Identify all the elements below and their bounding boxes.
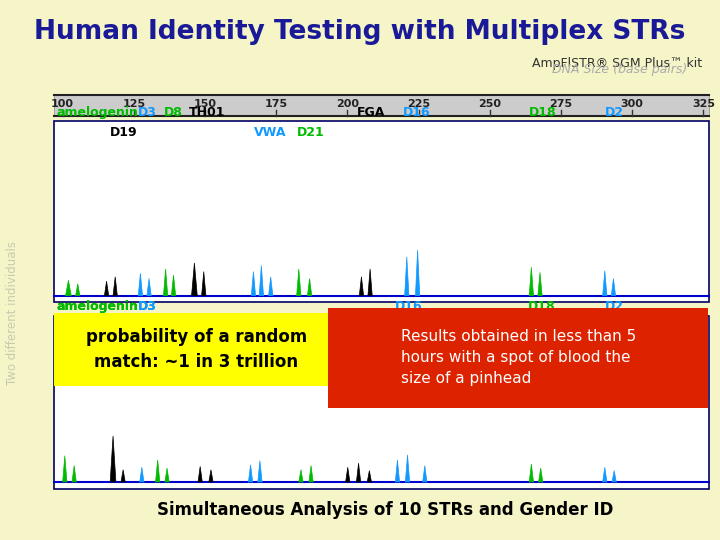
Polygon shape	[603, 468, 607, 482]
Text: D2: D2	[605, 300, 624, 313]
Text: 200: 200	[336, 99, 359, 109]
Polygon shape	[346, 468, 350, 482]
Text: 150: 150	[194, 99, 217, 109]
Polygon shape	[309, 465, 313, 482]
Polygon shape	[611, 279, 616, 296]
Polygon shape	[138, 273, 143, 296]
Polygon shape	[63, 456, 67, 482]
Text: 125: 125	[122, 99, 145, 109]
Text: amelogenin: amelogenin	[56, 300, 138, 313]
Polygon shape	[113, 277, 117, 296]
Text: D19: D19	[109, 318, 137, 330]
Polygon shape	[359, 277, 364, 296]
Text: 300: 300	[621, 99, 644, 109]
Text: VWA: VWA	[248, 318, 280, 330]
Polygon shape	[356, 463, 361, 482]
Polygon shape	[612, 471, 616, 482]
Polygon shape	[299, 470, 303, 482]
Polygon shape	[307, 279, 312, 296]
Text: TH01: TH01	[195, 318, 232, 330]
Text: AmpFlSTR® SGM Plus™ kit: AmpFlSTR® SGM Plus™ kit	[532, 57, 702, 70]
Polygon shape	[538, 273, 542, 296]
Polygon shape	[258, 461, 262, 482]
Polygon shape	[603, 271, 607, 296]
Text: amelogenin: amelogenin	[56, 106, 138, 119]
Text: D21: D21	[297, 126, 325, 139]
Text: 175: 175	[265, 99, 288, 109]
Text: D18: D18	[528, 300, 555, 313]
Text: Human Identity Testing with Multiplex STRs: Human Identity Testing with Multiplex ST…	[35, 19, 685, 45]
Text: D16: D16	[395, 300, 422, 313]
Text: Two different individuals: Two different individuals	[6, 241, 19, 385]
Polygon shape	[140, 468, 144, 482]
Polygon shape	[209, 470, 213, 482]
Text: D21: D21	[299, 318, 327, 330]
Polygon shape	[171, 275, 176, 296]
Bar	[54, 313, 338, 386]
Polygon shape	[163, 269, 168, 296]
Polygon shape	[104, 281, 109, 296]
Polygon shape	[529, 267, 534, 296]
Text: Results obtained in less than 5
hours with a spot of blood the
size of a pinhead: Results obtained in less than 5 hours wi…	[401, 329, 636, 386]
Text: FGA: FGA	[343, 318, 371, 330]
Text: amelogenin: amelogenin	[56, 300, 138, 313]
Polygon shape	[539, 468, 543, 482]
Text: VWA: VWA	[253, 126, 286, 139]
Polygon shape	[121, 470, 125, 482]
Text: D3: D3	[138, 300, 157, 313]
Text: D8: D8	[156, 318, 174, 330]
Polygon shape	[66, 280, 71, 296]
Text: Simultaneous Analysis of 10 STRs and Gender ID: Simultaneous Analysis of 10 STRs and Gen…	[157, 502, 613, 519]
Polygon shape	[165, 468, 169, 482]
Polygon shape	[368, 269, 372, 296]
Text: FGA: FGA	[357, 106, 385, 119]
Text: D19: D19	[109, 126, 137, 139]
Text: 275: 275	[549, 99, 572, 109]
Text: probability of a random
match: ~1 in 3 trillion: probability of a random match: ~1 in 3 t…	[86, 328, 307, 371]
Text: D2: D2	[605, 106, 624, 119]
Text: 225: 225	[407, 99, 431, 109]
Text: 325: 325	[692, 99, 715, 109]
Polygon shape	[251, 272, 256, 296]
Polygon shape	[259, 266, 264, 296]
Polygon shape	[72, 465, 76, 482]
Polygon shape	[367, 471, 372, 482]
Bar	[54, 316, 709, 489]
Bar	[54, 122, 709, 302]
Text: 250: 250	[478, 99, 501, 109]
Text: D16: D16	[403, 106, 431, 119]
Polygon shape	[529, 464, 534, 482]
Polygon shape	[297, 269, 301, 296]
Text: D3: D3	[138, 106, 157, 119]
Polygon shape	[156, 460, 160, 482]
Text: 100: 100	[51, 99, 74, 109]
Polygon shape	[405, 257, 409, 296]
Polygon shape	[192, 263, 197, 296]
Text: D18: D18	[529, 106, 557, 119]
Polygon shape	[415, 250, 420, 296]
Text: D8: D8	[164, 106, 183, 119]
Polygon shape	[423, 465, 427, 482]
Polygon shape	[147, 279, 151, 296]
Polygon shape	[198, 467, 202, 482]
Polygon shape	[110, 436, 116, 482]
Text: DNA Size (base pairs): DNA Size (base pairs)	[552, 63, 687, 76]
Polygon shape	[269, 277, 273, 296]
Text: D3: D3	[138, 300, 157, 313]
Polygon shape	[76, 284, 80, 296]
Polygon shape	[202, 272, 206, 296]
Polygon shape	[248, 465, 253, 482]
Polygon shape	[405, 455, 410, 482]
Text: TH01: TH01	[189, 106, 226, 119]
Polygon shape	[395, 460, 400, 482]
Bar	[328, 308, 708, 408]
Bar	[54, 94, 709, 116]
